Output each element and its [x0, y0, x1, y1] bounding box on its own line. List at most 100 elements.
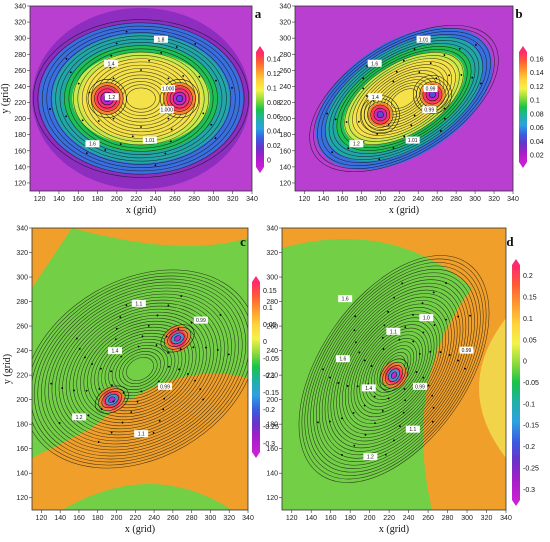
- contour-label-text: 0.99: [462, 348, 472, 354]
- flow-arrow: [370, 365, 373, 367]
- streamline: [44, 287, 236, 451]
- contour-label: 1.2: [104, 93, 119, 101]
- contour-label-text: 1.2: [76, 415, 83, 421]
- streamline: [41, 284, 239, 454]
- flow-arrow: [194, 42, 197, 45]
- flow-arrow: [337, 382, 340, 384]
- flow-arrow: [77, 82, 80, 85]
- flow-arrow: [439, 351, 442, 353]
- colorbar-min-arrow: [256, 167, 264, 173]
- x-tick-label: 160: [325, 515, 337, 522]
- contour-label-text: 1.2: [367, 455, 374, 461]
- x-tick-label: 340: [507, 196, 519, 203]
- contour-label-text: 0.99: [424, 108, 434, 114]
- y-tick-label: 120: [266, 495, 278, 502]
- streamline: [356, 61, 452, 136]
- flow-arrow: [358, 351, 361, 354]
- flow-arrow: [210, 123, 213, 126]
- flow-arrow: [175, 46, 178, 48]
- contour-label: 1.1: [386, 327, 401, 335]
- flow-arrow: [83, 356, 86, 359]
- y-tick-label: 340: [14, 4, 26, 11]
- streamline: [51, 293, 229, 445]
- flow-arrow: [403, 135, 406, 138]
- flow-arrow: [115, 327, 118, 330]
- colorbar-tick-label: 0.05: [523, 337, 537, 344]
- vortex-streamline: [160, 79, 200, 118]
- contour-label: 1.4: [368, 93, 383, 101]
- vortex-streamline: [379, 358, 409, 392]
- contour-label: 1.4: [361, 384, 376, 392]
- streamline: [298, 255, 490, 483]
- streamline: [65, 305, 215, 433]
- flow-arrow: [180, 295, 183, 298]
- flow-arrow: [392, 146, 395, 149]
- colorbar-tick-label: 0.15: [263, 288, 277, 295]
- streamline: [318, 279, 470, 459]
- colorbar-tick-label: 0.05: [263, 322, 277, 329]
- y-axis-label: y (grid): [2, 354, 13, 384]
- flow-arrow: [125, 304, 128, 307]
- flow-arrow: [366, 95, 368, 97]
- y-tick-label: 320: [266, 250, 278, 257]
- flow-arrow: [65, 57, 68, 60]
- flow-arrow: [122, 391, 125, 394]
- streamline: [316, 275, 472, 463]
- contour-label-text: 1.6: [89, 142, 96, 148]
- colorbar-tick-label: 0.04: [530, 139, 544, 146]
- flow-arrow: [402, 411, 405, 414]
- flow-arrow: [457, 315, 459, 318]
- streamline: [330, 293, 458, 445]
- y-tick-label: 140: [14, 164, 26, 171]
- y-tick-label: 240: [266, 348, 278, 355]
- flow-arrow: [152, 431, 155, 434]
- flow-arrow: [329, 420, 331, 423]
- contour-label: 1.01: [416, 35, 431, 43]
- y-tick-label: 160: [266, 446, 278, 453]
- colorbar-tick-label: -0.2: [523, 444, 535, 451]
- contour-label-text: 0.99: [415, 384, 425, 390]
- streamline: [33, 19, 249, 178]
- flow-arrow: [427, 384, 430, 387]
- contour-label-box: [416, 35, 431, 43]
- colorbar-body: [512, 265, 520, 500]
- flow-arrow: [347, 147, 350, 150]
- contour-label-box: [161, 85, 176, 93]
- vortex-streamline: [373, 107, 387, 122]
- plot-area: 0.99 1.01 1.2 1.4 1.6 1.01 0.99: [295, 6, 513, 191]
- flow-arrow: [381, 409, 384, 412]
- flow-arrow: [357, 120, 360, 123]
- colorbar-tick-label: 0.15: [523, 295, 537, 302]
- colorbar-tick-label: 0: [523, 359, 527, 366]
- streamline: [83, 320, 197, 418]
- y-tick-label: 260: [279, 68, 291, 75]
- y-tick-label: 220: [266, 373, 278, 380]
- flow-arrow: [366, 65, 368, 68]
- flow-arrow: [85, 152, 88, 155]
- contour-label: 1.2: [349, 140, 364, 148]
- contour-label-text: 1.0: [423, 316, 430, 322]
- x-tick-label: 180: [344, 515, 356, 522]
- flow-arrow: [170, 128, 173, 131]
- flow-arrow: [341, 454, 343, 456]
- flow-arrow: [141, 335, 144, 338]
- y-axis: 120 140 160 180 200 220 240 260 280 300 320 340: [16, 226, 32, 502]
- flow-arrow: [382, 348, 385, 350]
- vortex-streamline: [412, 75, 452, 114]
- flow-arrow: [164, 152, 167, 155]
- flow-arrow: [97, 440, 100, 443]
- flow-arrow: [402, 59, 405, 62]
- vortex-streamline: [367, 101, 394, 128]
- field-bands: [32, 7, 250, 190]
- flow-arrow: [112, 400, 115, 403]
- colorbar-body: [519, 52, 527, 162]
- contour-label-text: 1.6: [342, 297, 349, 303]
- flow-arrow: [87, 414, 90, 417]
- flow-arrow: [121, 421, 124, 424]
- x-tick-label: 160: [72, 196, 84, 203]
- flow-arrow: [421, 302, 424, 305]
- flow-arrow: [130, 411, 133, 414]
- flow-arrow: [114, 338, 117, 341]
- flow-arrow: [398, 338, 401, 341]
